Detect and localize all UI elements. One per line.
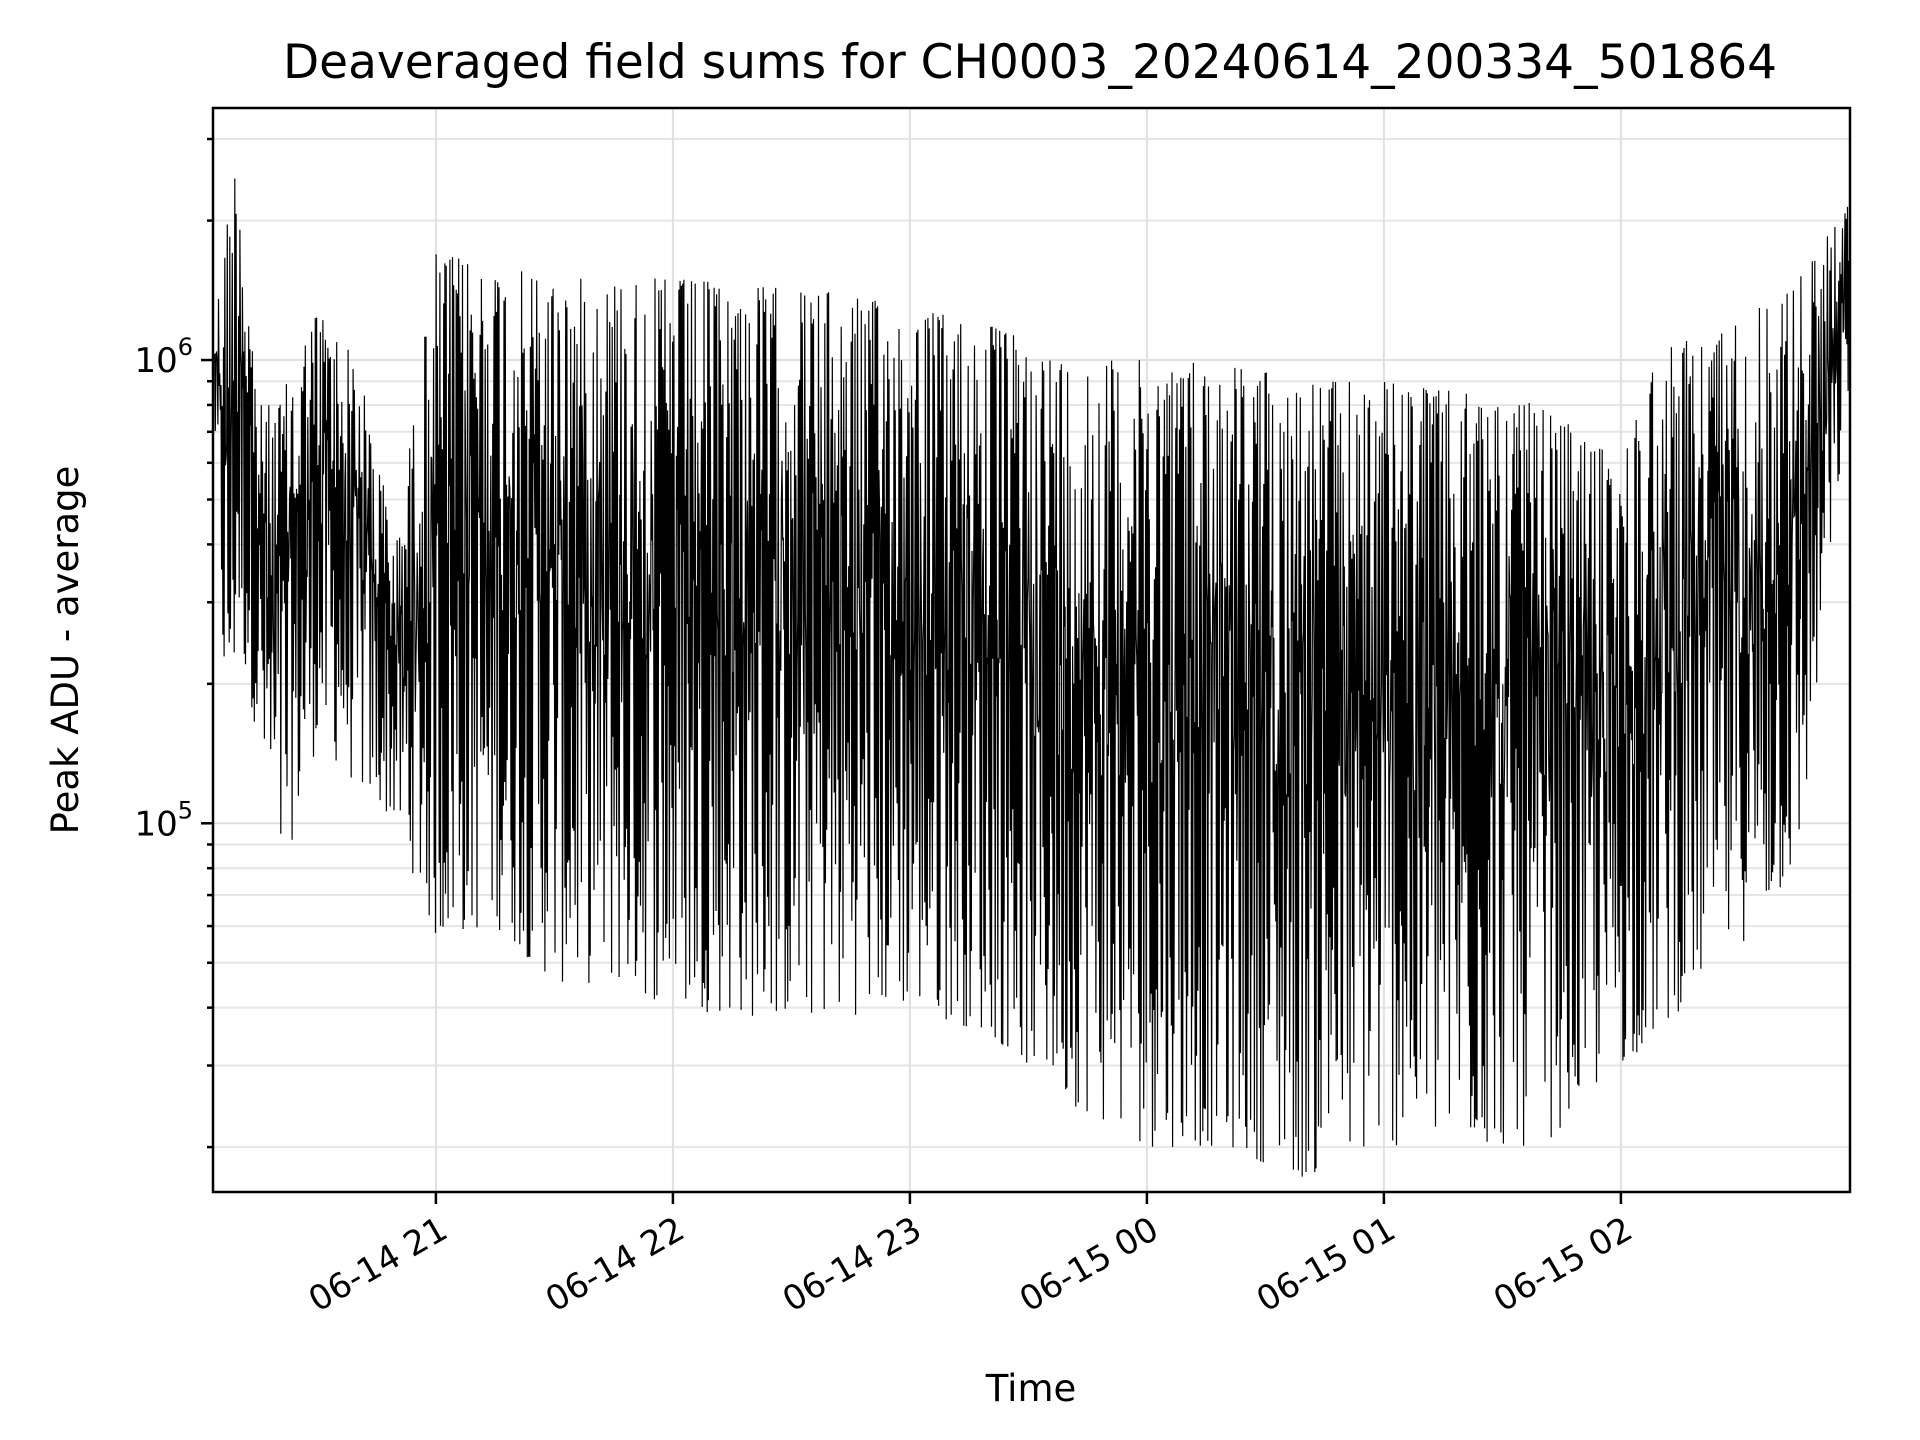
chart-title: Deaveraged field sums for CH0003_2024061… <box>283 35 1777 90</box>
y-tick-label-exponent: 5 <box>178 796 193 824</box>
y-tick-label-base: 10 <box>134 341 177 381</box>
y-tick-label-exponent: 6 <box>178 333 193 361</box>
y-tick-label: 105 <box>134 796 193 844</box>
y-axis-label: Peak ADU - average <box>44 466 87 835</box>
series-line <box>214 178 1851 1177</box>
plot-frame <box>211 106 1852 1194</box>
y-tick-label: 106 <box>134 333 193 381</box>
x-axis-label: Time <box>985 1367 1077 1410</box>
y-tick-label-base: 10 <box>134 804 177 844</box>
